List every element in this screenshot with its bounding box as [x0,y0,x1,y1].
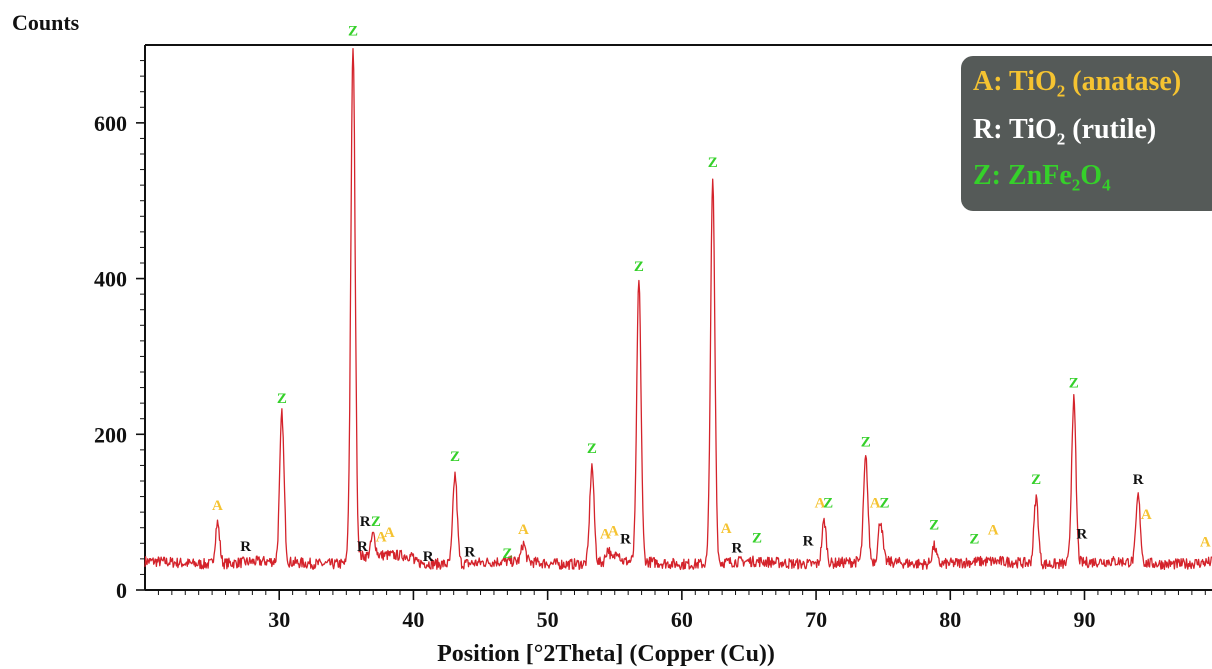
peak-label-a: A [600,527,611,543]
peak-label-a: A [1141,507,1152,523]
peak-label-a: A [815,495,826,511]
legend-rutile-prefix: R: TiO [973,114,1057,145]
legend-anatase-suffix: (anatase) [1065,66,1182,97]
peak-label-r: R [360,514,371,530]
x-tick-label: 40 [402,607,424,632]
peak-label-a: A [988,523,999,539]
axes: 30 40 50 60 70 80 90 0 200 400 600 [94,44,1212,632]
peak-label-a: A [870,495,881,511]
peak-label-a: A [376,530,387,546]
peak-label-r: R [803,534,814,550]
peak-label-a: A [384,525,395,541]
peak-label-z: Z [969,531,979,547]
peak-label-a: A [721,521,732,537]
x-tick-label: 30 [268,607,290,632]
peak-label-r: R [1076,527,1087,543]
x-tick-label: 70 [805,607,827,632]
legend-rutile-sub: 2 [1056,129,1066,149]
legend-entry-zinc-ferrite: Z: ZnFe2O4 [973,160,1111,196]
peak-label-z: Z [502,546,512,562]
x-tick-label: 90 [1073,607,1095,632]
peak-label-r: R [620,531,631,547]
peak-label-r: R [423,549,434,565]
y-tick-label: 400 [94,267,127,292]
x-tick-label: 80 [939,607,961,632]
legend-zinc-ferrite-sub: 2 [1071,175,1081,195]
x-tick-label: 50 [537,607,559,632]
peak-label-z: Z [1031,472,1041,488]
y-tick-label: 200 [94,422,127,447]
peak-label-z: Z [450,449,460,465]
peak-label-z: Z [371,514,381,530]
peak-label-z: Z [861,435,871,451]
phase-legend: A: TiO2 (anatase) R: TiO2 (rutile) Z: Zn… [961,56,1212,211]
peak-label-a: A [212,498,223,514]
y-tick-label: 600 [94,111,127,136]
legend-zinc-ferrite-prefix: Z: ZnFe [973,160,1072,191]
legend-rutile-suffix: (rutile) [1065,114,1157,145]
peak-label-a: A [1200,534,1211,550]
peak-label-a: A [518,522,529,538]
peak-label-z: Z [929,517,939,533]
legend-zinc-ferrite-sub2: 4 [1102,175,1111,195]
peak-label-z: Z [708,155,718,171]
pattern-line-group [144,48,1212,571]
peak-label-z: Z [823,495,833,511]
peak-label-z: Z [634,259,644,275]
peak-label-z: Z [752,531,762,547]
peak-label-r: R [240,539,251,555]
legend-zinc-ferrite-mid: O [1080,160,1103,191]
y-tick-label: 0 [116,578,127,603]
xrd-pattern-line [144,48,1212,571]
x-tick-label: 60 [671,607,693,632]
peak-label-a: A [608,524,619,540]
legend-entry-anatase: A: TiO2 (anatase) [973,66,1181,102]
y-axis-label: Counts [12,10,80,35]
peak-label-z: Z [277,391,287,407]
peak-label-r: R [357,539,368,555]
legend-entry-rutile: R: TiO2 (rutile) [973,114,1156,150]
x-axis-label: Position [°2Theta] (Copper (Cu)) [437,641,775,667]
peak-label-z: Z [348,24,358,40]
peak-label-r: R [464,545,475,561]
legend-anatase-sub: 2 [1056,81,1066,101]
peak-label-r: R [1133,472,1144,488]
peak-label-z: Z [880,495,890,511]
peak-label-r: R [731,541,742,557]
legend-anatase-prefix: A: TiO [973,66,1057,97]
peak-label-z: Z [587,441,597,457]
peak-label-z: Z [1069,376,1079,392]
